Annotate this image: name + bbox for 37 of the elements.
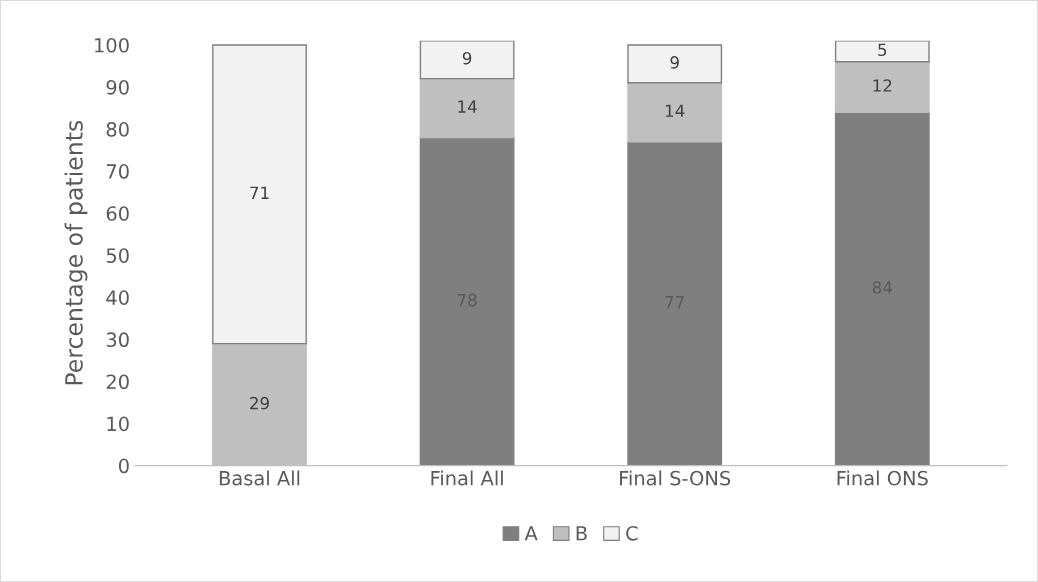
- legend-label: C: [626, 525, 638, 541]
- y-tick-label: 30: [106, 332, 129, 348]
- y-tick-label: 90: [106, 79, 129, 95]
- data-label: 12: [873, 79, 892, 92]
- legend-label: A: [524, 526, 538, 541]
- y-tick-label: 50: [106, 248, 129, 263]
- x-tick-label: Final All: [431, 470, 503, 486]
- y-tick-label: 80: [106, 122, 129, 137]
- x-tick-label: Final ONS: [837, 470, 928, 486]
- y-tick-label: 70: [106, 164, 129, 179]
- bar: [834, 40, 930, 63]
- data-label: 5: [878, 43, 887, 57]
- data-label: 9: [462, 51, 472, 65]
- y-tick-label: 60: [106, 206, 129, 221]
- data-label: 29: [250, 396, 269, 410]
- data-label: 14: [458, 100, 477, 113]
- y-tick-label: 10: [107, 416, 129, 432]
- x-tick-label: Final S-ONS: [620, 470, 731, 486]
- bar: [627, 44, 723, 84]
- bar: [834, 61, 930, 113]
- data-label: 71: [250, 186, 269, 199]
- bar: [627, 141, 723, 466]
- legend-label: B: [576, 526, 587, 541]
- y-tick-label: 20: [106, 374, 129, 390]
- x-tick-label: Basal All: [219, 470, 300, 486]
- y-tick-label: 100: [95, 37, 129, 53]
- y-axis-title: Percentage of patients: [64, 120, 88, 385]
- bar: [419, 77, 515, 139]
- bar: [627, 82, 723, 143]
- y-tick-label: 40: [106, 290, 129, 305]
- bar: [419, 136, 515, 466]
- bar: [212, 44, 307, 345]
- bar: [419, 40, 515, 80]
- data-label: 14: [665, 104, 685, 117]
- y-tick-label: 0: [118, 458, 129, 474]
- data-label: 9: [670, 56, 679, 69]
- bar: [834, 111, 930, 466]
